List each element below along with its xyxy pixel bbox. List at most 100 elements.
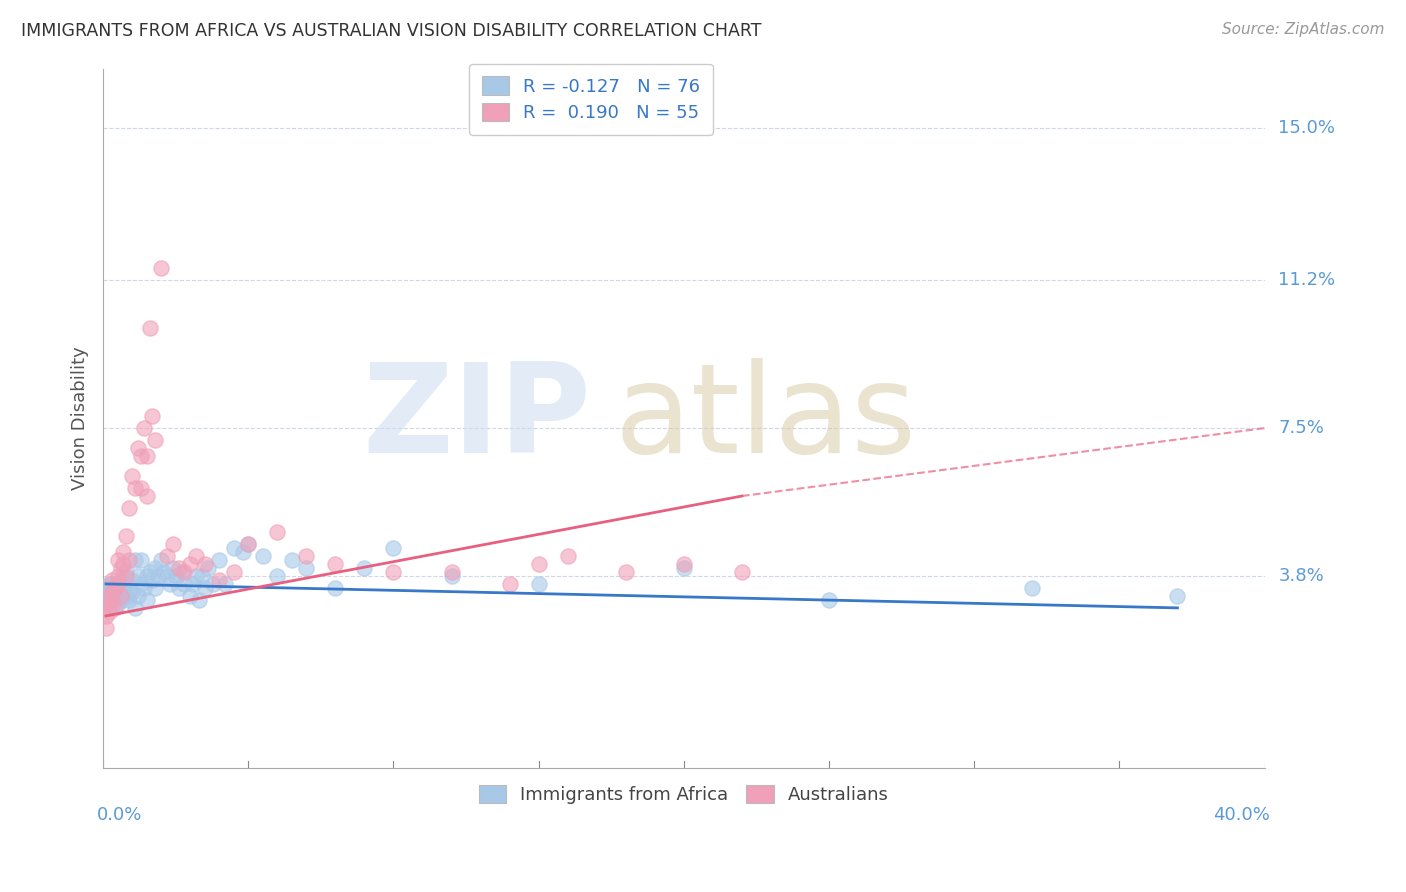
Point — [238, 537, 260, 551]
Point — [498, 577, 520, 591]
Point — [167, 561, 190, 575]
Point — [208, 553, 231, 567]
Point — [141, 409, 163, 423]
Point — [101, 585, 124, 599]
Point — [97, 597, 120, 611]
Point — [557, 549, 579, 563]
Point — [132, 421, 155, 435]
Point — [145, 433, 167, 447]
Point — [110, 585, 132, 599]
Point — [197, 561, 219, 575]
Point — [167, 581, 190, 595]
Point — [170, 565, 193, 579]
Point — [107, 553, 129, 567]
Point — [135, 593, 157, 607]
Point — [118, 501, 141, 516]
Point — [107, 597, 129, 611]
Point — [97, 585, 120, 599]
Point — [266, 569, 288, 583]
Point — [129, 449, 152, 463]
Point — [94, 581, 117, 595]
Point — [127, 569, 149, 583]
Point — [614, 565, 637, 579]
Point — [222, 565, 245, 579]
Point — [179, 589, 201, 603]
Point — [231, 545, 253, 559]
Point — [112, 581, 135, 595]
Point — [252, 549, 274, 563]
Point — [121, 469, 143, 483]
Point — [118, 553, 141, 567]
Point — [138, 321, 160, 335]
Point — [266, 524, 288, 539]
Point — [101, 593, 124, 607]
Point — [202, 577, 225, 591]
Point — [135, 449, 157, 463]
Point — [97, 605, 120, 619]
Point — [135, 569, 157, 583]
Point — [148, 569, 170, 583]
Point — [159, 577, 181, 591]
Text: 15.0%: 15.0% — [1278, 120, 1336, 137]
Point — [94, 589, 117, 603]
Point — [238, 537, 260, 551]
Point — [325, 581, 347, 595]
Point — [115, 577, 138, 591]
Text: ZIP: ZIP — [363, 358, 591, 479]
Point — [672, 557, 695, 571]
Point — [94, 600, 117, 615]
Point — [115, 589, 138, 603]
Point — [141, 573, 163, 587]
Point — [112, 569, 135, 583]
Point — [191, 569, 214, 583]
Point — [440, 569, 463, 583]
Point — [104, 593, 127, 607]
Point — [110, 593, 132, 607]
Point — [104, 577, 127, 591]
Text: 40.0%: 40.0% — [1213, 806, 1271, 824]
Point — [107, 569, 129, 583]
Text: IMMIGRANTS FROM AFRICA VS AUSTRALIAN VISION DISABILITY CORRELATION CHART: IMMIGRANTS FROM AFRICA VS AUSTRALIAN VIS… — [21, 22, 762, 40]
Point — [124, 481, 146, 495]
Point — [353, 561, 375, 575]
Point — [132, 581, 155, 595]
Point — [181, 577, 204, 591]
Point — [124, 553, 146, 567]
Point — [818, 593, 841, 607]
Point — [110, 577, 132, 591]
Point — [129, 481, 152, 495]
Point — [731, 565, 754, 579]
Point — [184, 549, 207, 563]
Point — [124, 600, 146, 615]
Point — [110, 561, 132, 575]
Point — [156, 549, 179, 563]
Point — [208, 573, 231, 587]
Point — [104, 600, 127, 615]
Text: 11.2%: 11.2% — [1278, 271, 1336, 289]
Point — [145, 581, 167, 595]
Point — [325, 557, 347, 571]
Point — [121, 585, 143, 599]
Text: Source: ZipAtlas.com: Source: ZipAtlas.com — [1222, 22, 1385, 37]
Point — [150, 261, 173, 276]
Point — [295, 549, 318, 563]
Point — [194, 557, 217, 571]
Point — [129, 553, 152, 567]
Point — [1021, 581, 1043, 595]
Point — [153, 565, 176, 579]
Point — [162, 537, 184, 551]
Point — [94, 621, 117, 635]
Point — [440, 565, 463, 579]
Point — [156, 569, 179, 583]
Point — [101, 589, 124, 603]
Point — [222, 541, 245, 555]
Point — [101, 581, 124, 595]
Point — [179, 557, 201, 571]
Point — [118, 585, 141, 599]
Point — [382, 541, 405, 555]
Point — [382, 565, 405, 579]
Point — [121, 573, 143, 587]
Text: 3.8%: 3.8% — [1278, 567, 1324, 585]
Point — [184, 569, 207, 583]
Point — [104, 581, 127, 595]
